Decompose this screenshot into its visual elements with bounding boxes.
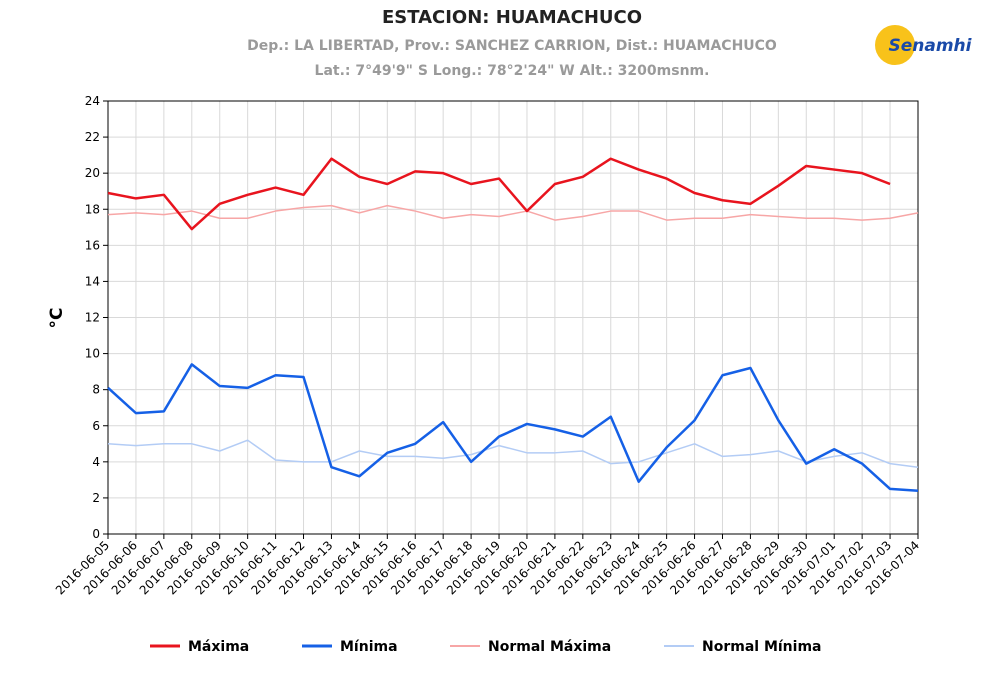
subtitle: Dep.: LA LIBERTAD, Prov.: SANCHEZ CARRIO… bbox=[247, 38, 777, 54]
chart-title: ESTACION: HUAMACHUCO bbox=[382, 7, 642, 28]
y-tick-label: 6 bbox=[92, 419, 100, 433]
logo: Senamhi bbox=[889, 36, 973, 56]
subtitle: Lat.: 7°49'9" S Long.: 78°2'24" W Alt.: … bbox=[315, 63, 710, 79]
series-line bbox=[107, 439, 919, 468]
y-tick-label: 20 bbox=[85, 166, 100, 180]
series-line bbox=[107, 204, 919, 221]
y-tick-label: 10 bbox=[85, 347, 100, 361]
legend-label: Máxima bbox=[188, 639, 249, 655]
legend-label: Normal Máxima bbox=[488, 639, 611, 655]
series-line bbox=[107, 363, 919, 492]
y-tick-label: 16 bbox=[85, 238, 100, 252]
legend-label: Mínima bbox=[340, 639, 398, 655]
y-tick-label: 0 bbox=[92, 527, 100, 541]
legend-label: Normal Mínima bbox=[702, 639, 821, 655]
y-tick-label: 4 bbox=[92, 455, 100, 469]
y-tick-label: 12 bbox=[85, 311, 100, 325]
y-tick-label: 24 bbox=[85, 94, 100, 108]
y-tick-label: 18 bbox=[85, 202, 100, 216]
plot-frame bbox=[107, 100, 919, 535]
y-tick-label: 22 bbox=[85, 130, 100, 144]
series-line bbox=[107, 157, 891, 231]
y-axis-label: °C bbox=[47, 308, 67, 329]
y-tick-label: 14 bbox=[85, 274, 100, 288]
y-tick-label: 2 bbox=[92, 491, 100, 505]
logo-sun bbox=[875, 25, 915, 65]
y-tick-label: 8 bbox=[92, 383, 100, 397]
